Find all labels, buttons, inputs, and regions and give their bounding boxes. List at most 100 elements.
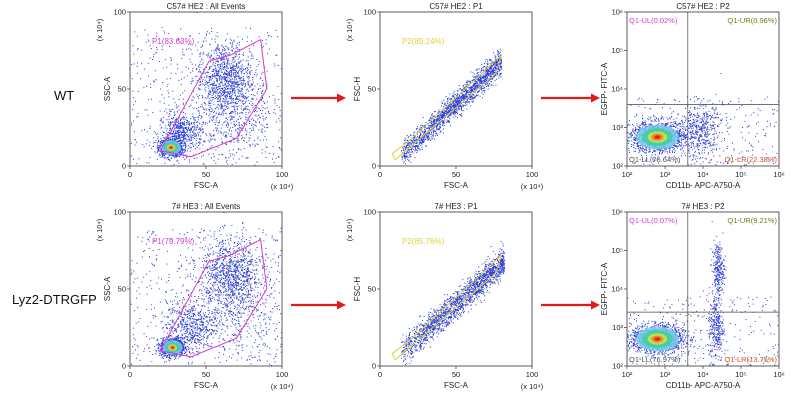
data-point [220, 88, 222, 89]
data-point [244, 137, 246, 139]
data-point [198, 127, 200, 129]
data-point [423, 139, 425, 141]
data-point [189, 150, 191, 152]
data-point [179, 127, 181, 129]
data-point [173, 135, 175, 137]
data-point [474, 76, 476, 78]
data-point [466, 100, 468, 102]
data-point [163, 141, 165, 142]
data-point [464, 94, 466, 96]
data-point [252, 94, 254, 96]
data-point [239, 90, 240, 92]
data-point [165, 136, 167, 138]
data-point [483, 90, 485, 91]
data-point [432, 125, 434, 127]
data-point [474, 84, 475, 86]
data-point [433, 122, 435, 124]
data-point [137, 116, 139, 118]
data-point [479, 71, 481, 73]
data-point [189, 124, 191, 126]
data-point [202, 129, 204, 131]
data-point [180, 153, 182, 155]
data-point [199, 142, 201, 144]
data-point [241, 66, 243, 68]
data-point [406, 146, 408, 148]
data-point [181, 132, 182, 134]
data-point [246, 124, 247, 126]
data-point [209, 84, 211, 86]
data-point [247, 67, 249, 69]
data-point [129, 67, 131, 69]
data-point [243, 80, 245, 81]
data-point [419, 135, 420, 137]
data-point [432, 127, 434, 129]
data-point [200, 106, 201, 108]
data-point [232, 99, 234, 101]
data-point [170, 63, 172, 65]
data-point [198, 114, 200, 116]
data-point [481, 68, 483, 70]
data-point [489, 68, 491, 70]
data-point [414, 142, 416, 144]
data-point [181, 136, 183, 138]
data-point [251, 88, 253, 90]
data-point [238, 62, 240, 64]
data-point [137, 91, 139, 92]
data-point [215, 76, 217, 78]
data-point [275, 29, 277, 31]
data-point [424, 125, 426, 127]
data-point [448, 110, 450, 112]
data-point [215, 60, 217, 62]
data-point [209, 44, 211, 46]
data-point [178, 79, 180, 81]
data-point [407, 150, 409, 152]
data-point [227, 53, 229, 55]
data-point [206, 74, 208, 76]
data-point [226, 101, 228, 103]
data-point [131, 124, 133, 126]
data-point [402, 162, 404, 164]
data-point [220, 75, 221, 77]
data-point [182, 152, 183, 154]
data-point [498, 63, 500, 65]
data-point [206, 122, 208, 124]
data-point [194, 132, 196, 134]
data-point [156, 148, 158, 149]
data-point [183, 131, 185, 133]
data-point [149, 128, 151, 129]
data-point [199, 139, 201, 141]
data-point [491, 73, 493, 75]
data-point [222, 49, 224, 51]
data-point [198, 133, 200, 135]
data-point [134, 139, 136, 141]
data-point [229, 71, 231, 72]
data-point [224, 94, 226, 96]
data-point [488, 83, 490, 85]
data-point [460, 101, 462, 103]
data-point [439, 128, 441, 130]
data-point [137, 48, 139, 50]
data-point [237, 82, 239, 84]
data-point [229, 96, 231, 98]
data-point [169, 137, 171, 139]
data-point [214, 87, 216, 89]
data-point [262, 97, 264, 99]
data-point [218, 75, 219, 77]
data-point [181, 153, 183, 155]
data-point [219, 77, 221, 79]
data-point [448, 120, 450, 122]
data-point [417, 136, 419, 138]
data-point [255, 110, 256, 111]
data-point [162, 131, 164, 133]
data-point [238, 129, 240, 131]
data-point [454, 99, 456, 100]
data-point [224, 131, 226, 133]
data-point [192, 137, 194, 138]
data-point [200, 118, 202, 119]
data-point [264, 135, 266, 137]
data-point [243, 109, 245, 110]
data-point [218, 92, 220, 94]
data-point [430, 126, 432, 128]
data-point [459, 100, 461, 102]
data-point [162, 143, 163, 145]
